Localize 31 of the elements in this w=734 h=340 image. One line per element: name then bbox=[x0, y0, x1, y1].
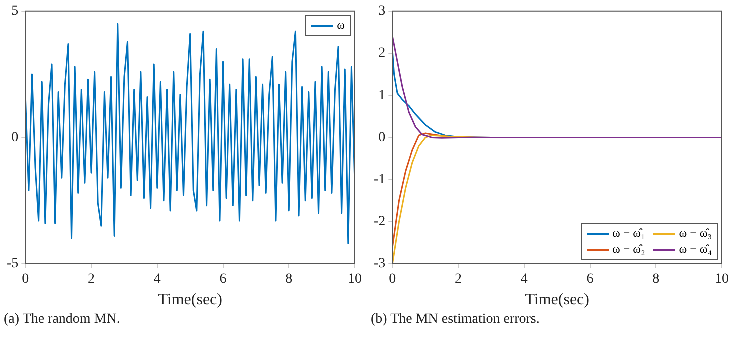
y-tick-label: -3 bbox=[374, 256, 386, 272]
x-tick-label: 8 bbox=[652, 272, 660, 288]
legend-label: ω − ω̂₄ bbox=[679, 242, 712, 257]
x-axis-title: Time(sec) bbox=[525, 292, 590, 309]
x-tick-label: 2 bbox=[455, 272, 462, 288]
x-tick-label: 6 bbox=[220, 272, 227, 288]
x-tick-label: 0 bbox=[389, 272, 396, 288]
legend-label: ω bbox=[337, 18, 345, 34]
y-tick-label: 5 bbox=[12, 4, 19, 20]
legend-label: ω − ω̂₃ bbox=[679, 226, 712, 241]
y-tick-label: 3 bbox=[378, 4, 386, 20]
x-tick-label: 2 bbox=[88, 272, 96, 288]
text: (b) The MN estimation errors. bbox=[371, 312, 540, 328]
x-tick-label: 8 bbox=[286, 272, 293, 288]
legend-label: ω − ω̂₁ bbox=[612, 226, 646, 241]
y-tick-label: 2 bbox=[378, 46, 386, 62]
y-tick-label: 0 bbox=[378, 130, 386, 146]
x-tick-label: 6 bbox=[586, 272, 594, 288]
x-tick-label: 4 bbox=[520, 272, 528, 288]
y-tick-label: 0 bbox=[12, 130, 19, 146]
x-tick-label: 10 bbox=[715, 272, 729, 288]
y-tick-label: -5 bbox=[6, 256, 19, 272]
legend-label: ω − ω̂₂ bbox=[612, 242, 646, 257]
text: (a) The random MN. bbox=[4, 312, 120, 328]
x-tick-label: 4 bbox=[154, 272, 161, 288]
y-tick-label: -2 bbox=[374, 214, 386, 230]
y-tick-label: -1 bbox=[374, 172, 386, 188]
x-tick-label: 0 bbox=[22, 272, 30, 288]
x-tick-label: 10 bbox=[348, 272, 362, 288]
y-tick-label: 1 bbox=[378, 88, 386, 104]
x-axis-title: Time(sec) bbox=[158, 292, 222, 309]
